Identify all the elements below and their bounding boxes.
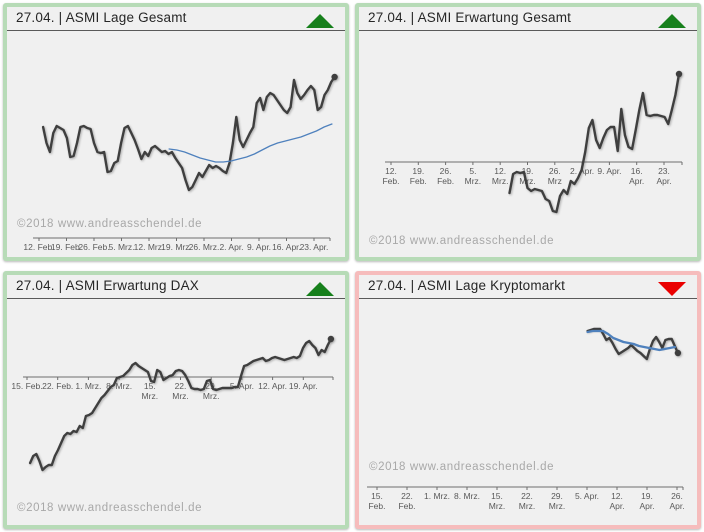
svg-text:5.Mrz.: 5. Mrz.	[465, 166, 482, 186]
chart-panel-lage-kryptomarkt: 27.04. | ASMI Lage Kryptomarkt 15. Feb. 22…	[355, 271, 701, 529]
trend-down-icon	[658, 282, 686, 296]
svg-text:23. Apr.: 23. Apr.	[300, 242, 329, 252]
panel-title: 27.04. | ASMI Erwartung DAX	[16, 278, 199, 293]
svg-text:19. Apr.: 19. Apr.	[289, 381, 318, 391]
title-separator	[359, 298, 697, 299]
svg-text:12. Apr.: 12. Apr.	[258, 381, 287, 391]
svg-text:22. Feb.: 22. Feb.	[42, 381, 73, 391]
line-chart: 12. Feb.19. Feb.26. Feb.5. Mrz. 12. Mrz.1…	[17, 73, 338, 252]
svg-text:9. Apr.: 9. Apr.	[247, 242, 271, 252]
svg-text:19.Mrz.: 19. Mrz.	[519, 166, 536, 186]
svg-text:5. Mrz.: 5. Mrz.	[109, 242, 135, 252]
svg-text:19.Apr.: 19. Apr.	[639, 491, 654, 511]
svg-text:9. Apr.: 9. Apr.	[597, 166, 621, 176]
title-separator	[359, 30, 697, 31]
watermark: ©2018 www.andreasschendel.de	[17, 502, 202, 514]
svg-text:26.Mrz: 26. Mrz	[548, 166, 562, 186]
line-chart: 15. Feb. 22. Feb. 1. Mrz. 8. Mrz. 15. Mrz. 22. Mr…	[367, 327, 685, 511]
trend-up-icon	[658, 14, 686, 28]
svg-text:5. Apr.: 5. Apr.	[575, 491, 599, 501]
watermark: ©2018 www.andreasschendel.de	[369, 235, 554, 247]
trend-up-icon	[306, 14, 334, 28]
svg-text:19. Feb.: 19. Feb.	[51, 242, 82, 252]
svg-text:23.Apr.: 23. Apr.	[656, 166, 671, 186]
panel-title: 27.04. | ASMI Lage Kryptomarkt	[368, 278, 566, 293]
watermark: ©2018 www.andreasschendel.de	[369, 461, 554, 473]
svg-text:15.Mrz.: 15. Mrz.	[142, 381, 159, 401]
svg-text:16.Apr.: 16. Apr.	[629, 166, 644, 186]
svg-text:26.Apr.: 26. Apr.	[669, 491, 684, 511]
svg-text:15. Feb.: 15. Feb.	[11, 381, 42, 391]
svg-text:22.Mrz.: 22. Mrz.	[519, 491, 536, 511]
chart-panel-erwartung-gesamt: 27.04. | ASMI Erwartung Gesamt 12. Feb. 19…	[355, 3, 701, 261]
svg-text:12.Mrz.: 12. Mrz.	[492, 166, 509, 186]
svg-text:15.Feb.: 15. Feb.	[368, 491, 385, 511]
svg-text:22.Feb.: 22. Feb.	[398, 491, 415, 511]
svg-text:12. Mrz.: 12. Mrz.	[134, 242, 165, 252]
svg-text:15.Mrz.: 15. Mrz.	[489, 491, 506, 511]
svg-text:8. Mrz.: 8. Mrz.	[106, 381, 132, 391]
title-separator	[7, 30, 345, 31]
svg-text:26. Feb.: 26. Feb.	[78, 242, 109, 252]
svg-text:29.Mrz.: 29. Mrz.	[549, 491, 566, 511]
line-chart: 12. Feb. 19. Feb. 26. Feb. 5. Mrz. 12. Mrz. 19. Mrz…	[369, 70, 683, 247]
svg-text:12.Apr.: 12. Apr.	[609, 491, 624, 511]
svg-text:22.Mrz.: 22. Mrz.	[172, 381, 189, 401]
line-chart: 15. Feb. 22. Feb. 1. Mrz. 8. Mrz. 15. Mrz. 22.…	[11, 335, 335, 514]
svg-text:16. Apr.: 16. Apr.	[272, 242, 301, 252]
chart-panel-erwartung-dax: 27.04. | ASMI Erwartung DAX 15. Feb. 22. …	[3, 271, 349, 529]
trend-up-icon	[306, 282, 334, 296]
panel-title: 27.04. | ASMI Lage Gesamt	[16, 10, 187, 25]
svg-text:1. Mrz.: 1. Mrz.	[75, 381, 101, 391]
svg-text:1. Mrz.: 1. Mrz.	[424, 491, 450, 501]
chart-panel-lage-gesamt: 27.04. | ASMI Lage Gesamt 12. Feb. 19. Fe…	[3, 3, 349, 261]
svg-text:19.Feb.: 19. Feb.	[410, 166, 427, 186]
svg-text:12. Feb.: 12. Feb.	[23, 242, 54, 252]
svg-text:2. Apr.: 2. Apr.	[219, 242, 243, 252]
svg-text:26. Mrz.: 26. Mrz.	[189, 242, 220, 252]
watermark: ©2018 www.andreasschendel.de	[17, 218, 202, 230]
panel-title: 27.04. | ASMI Erwartung Gesamt	[368, 10, 572, 25]
svg-text:5. Apr.: 5. Apr.	[230, 381, 254, 391]
svg-text:19. Mrz.: 19. Mrz.	[161, 242, 192, 252]
svg-text:12.Feb.: 12. Feb.	[382, 166, 399, 186]
svg-text:8. Mrz.: 8. Mrz.	[454, 491, 480, 501]
svg-text:26.Feb.: 26. Feb.	[437, 166, 454, 186]
title-separator	[7, 298, 345, 299]
